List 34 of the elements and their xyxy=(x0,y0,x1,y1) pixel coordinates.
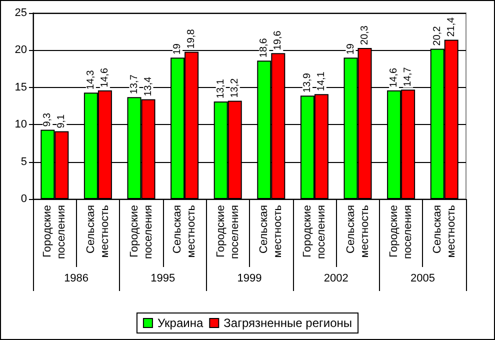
y-tick-label: 20 xyxy=(14,44,27,56)
data-label: 13,9 xyxy=(302,72,313,93)
data-label: 20,3 xyxy=(359,25,370,45)
x-tick-label: Городские поселения xyxy=(42,204,68,260)
data-label: 21,4 xyxy=(446,16,457,37)
legend-label: Украина xyxy=(157,316,204,330)
y-tick-label: 0 xyxy=(20,193,27,205)
y-tick-label: 15 xyxy=(14,81,27,94)
data-label: 13,2 xyxy=(229,78,240,98)
text: 2002 xyxy=(324,272,348,284)
data-label: 20,2 xyxy=(432,26,443,46)
data-label: 19,8 xyxy=(186,28,198,49)
y-tick-label: 10 xyxy=(14,118,27,131)
data-label: 14,7 xyxy=(402,66,414,87)
data-label: 14,3 xyxy=(85,70,96,90)
text: 1986 xyxy=(64,272,89,284)
data-label: 19,6 xyxy=(272,30,284,50)
data-label: 13,4 xyxy=(142,76,154,96)
data-label: 13,7 xyxy=(128,74,140,94)
text: 1999 xyxy=(237,272,262,284)
y-tick-label: 5 xyxy=(20,156,27,168)
text: 1995 xyxy=(150,272,176,284)
legend-label: Загрязненные регионы xyxy=(224,316,352,330)
data-label: 14,6 xyxy=(99,67,110,88)
data-label: 19 xyxy=(172,43,184,55)
data-label: 9,1 xyxy=(56,114,68,128)
data-label: 19 xyxy=(345,43,356,55)
data-label: 18,6 xyxy=(258,38,270,58)
y-tick-label: 25 xyxy=(14,7,27,19)
data-label: 9,3 xyxy=(42,112,54,127)
text: 2005 xyxy=(410,272,435,284)
data-label: 14,1 xyxy=(316,71,327,92)
data-label: 14,6 xyxy=(388,67,400,88)
data-label: 13,1 xyxy=(215,78,226,99)
